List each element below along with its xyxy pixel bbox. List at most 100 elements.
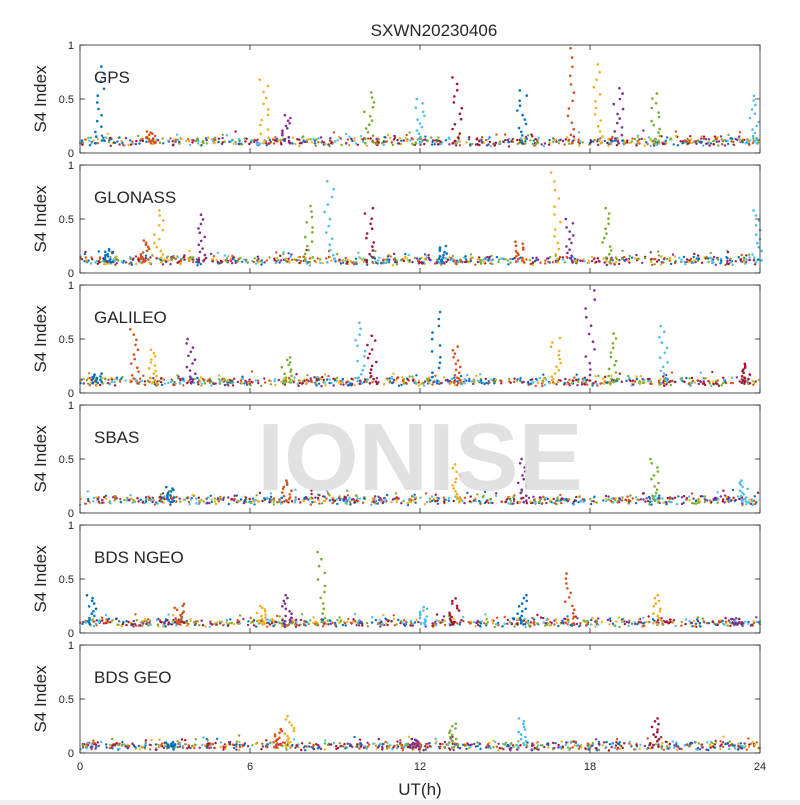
data-point <box>114 264 116 266</box>
data-point <box>241 382 243 384</box>
data-point <box>359 622 361 624</box>
data-point <box>446 252 449 255</box>
data-point <box>552 139 554 141</box>
data-point <box>657 501 660 504</box>
data-point <box>347 380 349 382</box>
data-point <box>709 257 711 259</box>
data-point <box>546 623 548 625</box>
data-point <box>516 622 518 624</box>
data-point <box>727 143 729 145</box>
data-point <box>284 138 287 141</box>
data-point <box>417 260 419 262</box>
data-point <box>438 257 441 260</box>
data-point <box>629 494 631 496</box>
data-point <box>510 140 512 142</box>
data-point <box>507 745 509 747</box>
data-point <box>218 378 220 380</box>
data-point <box>636 498 638 500</box>
data-point <box>512 746 514 748</box>
data-point <box>509 261 511 263</box>
data-point <box>134 746 136 748</box>
data-point <box>706 741 708 743</box>
data-point <box>684 744 686 746</box>
data-point <box>572 140 574 142</box>
data-point <box>480 139 482 141</box>
data-point <box>690 138 692 140</box>
data-point <box>214 500 216 502</box>
data-point <box>621 250 623 252</box>
data-point <box>558 358 561 361</box>
data-point <box>572 222 575 225</box>
data-point <box>88 605 91 608</box>
data-point <box>566 136 568 138</box>
data-point <box>605 741 607 743</box>
data-point <box>281 619 283 621</box>
data-point <box>274 139 276 141</box>
data-point <box>360 745 362 747</box>
data-point <box>619 373 621 375</box>
data-point <box>348 136 350 138</box>
data-point <box>443 615 445 617</box>
data-point <box>207 496 209 498</box>
data-point <box>704 499 706 501</box>
data-point <box>371 119 374 122</box>
data-point <box>594 100 597 103</box>
data-point <box>644 257 646 259</box>
data-point <box>280 139 282 141</box>
data-point <box>546 257 548 259</box>
data-point <box>409 139 411 141</box>
data-point <box>250 381 252 383</box>
data-point <box>231 255 233 257</box>
data-point <box>659 610 662 613</box>
data-point <box>271 622 273 624</box>
data-point <box>456 605 459 608</box>
data-point <box>451 602 454 605</box>
data-point <box>522 623 525 626</box>
data-point <box>749 139 751 141</box>
data-point <box>571 56 574 59</box>
data-point <box>330 743 332 745</box>
data-point <box>202 218 205 221</box>
data-point <box>324 143 326 145</box>
data-point <box>259 78 262 81</box>
data-point <box>321 612 324 615</box>
data-point <box>749 373 752 376</box>
data-point <box>710 747 712 749</box>
data-point <box>752 620 754 622</box>
data-point <box>162 219 165 222</box>
data-point <box>424 253 426 255</box>
data-point <box>520 140 523 143</box>
data-point <box>147 618 149 620</box>
data-point <box>655 602 658 605</box>
data-point <box>185 342 188 345</box>
data-point <box>656 92 659 95</box>
data-point <box>702 618 704 620</box>
data-point <box>150 499 152 501</box>
data-point <box>364 378 366 380</box>
data-point <box>537 382 539 384</box>
data-point <box>189 256 191 258</box>
data-point <box>532 143 534 145</box>
data-point <box>227 496 229 498</box>
data-point <box>566 587 569 590</box>
data-point <box>169 623 171 625</box>
data-point <box>659 378 661 380</box>
data-point <box>703 620 705 622</box>
data-point <box>81 140 83 142</box>
data-point <box>383 136 385 138</box>
data-point <box>508 380 510 382</box>
data-point <box>238 138 240 140</box>
data-point <box>137 370 140 373</box>
data-point <box>260 748 262 750</box>
data-point <box>615 261 617 263</box>
data-point <box>570 242 573 245</box>
data-point <box>403 623 405 625</box>
data-point <box>241 261 243 263</box>
data-point <box>148 499 150 501</box>
data-point <box>218 374 220 376</box>
data-point <box>372 134 375 137</box>
data-point <box>350 384 352 386</box>
data-point <box>371 381 373 383</box>
data-point <box>592 382 595 385</box>
data-point <box>420 140 423 143</box>
